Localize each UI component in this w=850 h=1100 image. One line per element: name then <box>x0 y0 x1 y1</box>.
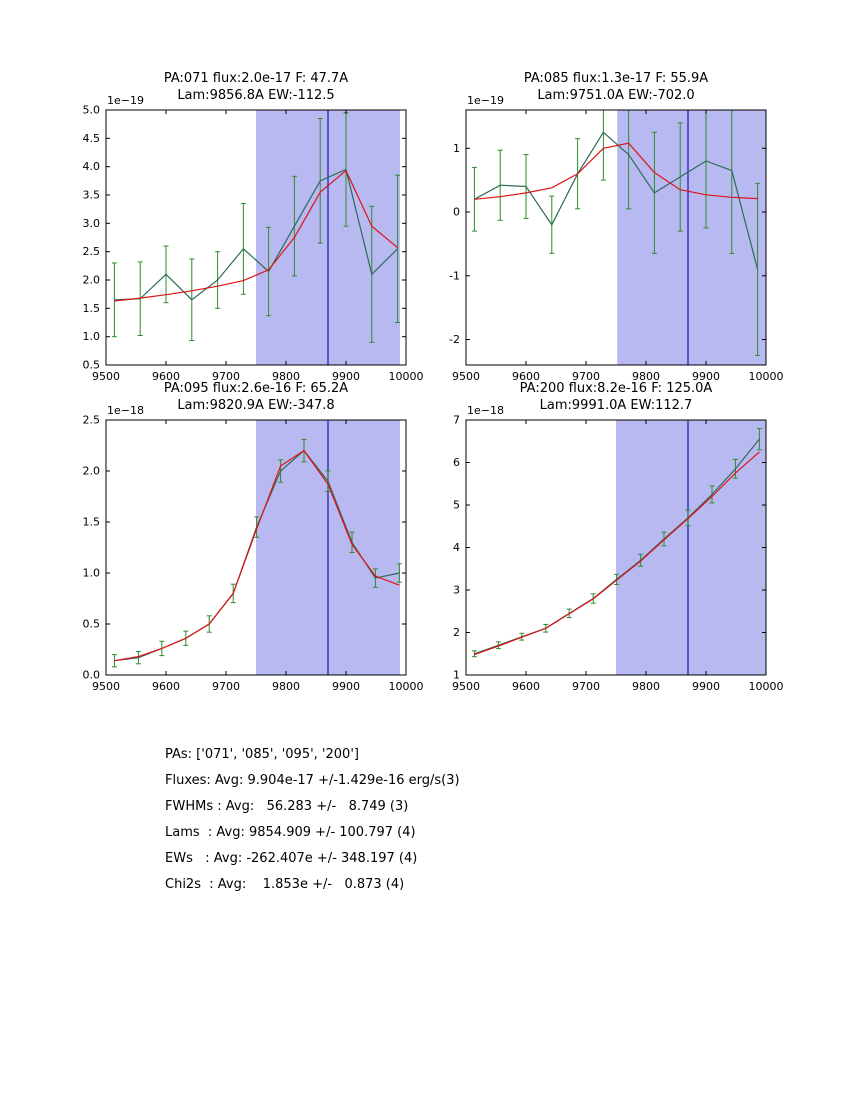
svg-text:10000: 10000 <box>749 680 784 693</box>
svg-text:9700: 9700 <box>572 680 600 693</box>
svg-text:1: 1 <box>453 669 460 682</box>
chart-title: PA:200 flux:8.2e-16 F: 125.0A <box>519 381 713 396</box>
svg-text:9900: 9900 <box>692 370 720 383</box>
svg-text:-1: -1 <box>449 269 460 282</box>
svg-text:2.0: 2.0 <box>83 465 101 478</box>
svg-text:0: 0 <box>453 206 460 219</box>
svg-text:1.0: 1.0 <box>83 567 101 580</box>
svg-text:2.5: 2.5 <box>83 245 101 258</box>
svg-text:2.0: 2.0 <box>83 274 101 287</box>
svg-text:0.0: 0.0 <box>83 669 101 682</box>
svg-text:1e−19: 1e−19 <box>107 94 144 107</box>
summary-line-chi2s: Chi2s : Avg: 1.853e +/- 0.873 (4) <box>165 877 405 892</box>
svg-text:2.5: 2.5 <box>83 414 101 427</box>
svg-text:1.0: 1.0 <box>83 330 101 343</box>
chart-subtitle: Lam:9751.0A EW:-702.0 <box>537 88 695 103</box>
spectrum-plot-pa200: 9500 9600 9700 9800 9900 10000 1 2 3 4 5 6 7 1e−18 <box>390 378 790 708</box>
svg-text:9800: 9800 <box>632 370 660 383</box>
summary-line-ews: EWs : Avg: -262.407e +/- 348.197 (4) <box>165 851 418 866</box>
svg-text:7: 7 <box>453 414 460 427</box>
svg-text:4.5: 4.5 <box>83 132 101 145</box>
svg-text:3.5: 3.5 <box>83 189 101 202</box>
svg-text:9700: 9700 <box>212 680 240 693</box>
svg-text:1: 1 <box>453 142 460 155</box>
svg-text:9900: 9900 <box>692 680 720 693</box>
chart-subtitle: Lam:9820.9A EW:-347.8 <box>177 398 335 413</box>
svg-text:4: 4 <box>453 541 460 554</box>
chart-subtitle: Lam:9856.8A EW:-112.5 <box>177 88 335 103</box>
svg-text:10000: 10000 <box>749 370 784 383</box>
summary-block: PAs: ['071', '085', '095', '200'] Fluxes… <box>165 742 460 898</box>
svg-text:10000: 10000 <box>389 370 424 383</box>
svg-text:1e−19: 1e−19 <box>467 94 504 107</box>
svg-text:3.0: 3.0 <box>83 217 101 230</box>
svg-text:9700: 9700 <box>572 370 600 383</box>
svg-text:9500: 9500 <box>452 370 480 383</box>
svg-text:9900: 9900 <box>332 370 360 383</box>
summary-line-pas: PAs: ['071', '085', '095', '200'] <box>165 747 359 762</box>
svg-text:0.5: 0.5 <box>83 618 101 631</box>
chart-panel-pa071: 9500 9600 9700 9800 9900 10000 0.5 1.0 1.5 2.0 2.5… <box>30 68 430 398</box>
spectrum-plot-pa095: 9500 9600 9700 9800 9900 10000 0.0 0.5 1.0 1.5 2.0… <box>30 378 430 708</box>
svg-text:1e−18: 1e−18 <box>467 404 504 417</box>
chart-panel-pa200: 9500 9600 9700 9800 9900 10000 1 2 3 4 5 6 7 1e−18 PA… <box>390 378 790 708</box>
chart-panel-pa095: 9500 9600 9700 9800 9900 10000 0.0 0.5 1.0 1.5 2.0… <box>30 378 430 708</box>
svg-text:9600: 9600 <box>512 370 540 383</box>
svg-text:9800: 9800 <box>272 370 300 383</box>
svg-text:1e−18: 1e−18 <box>107 404 144 417</box>
svg-text:9500: 9500 <box>452 680 480 693</box>
svg-text:3: 3 <box>453 584 460 597</box>
svg-text:2: 2 <box>453 626 460 639</box>
svg-text:9600: 9600 <box>152 370 180 383</box>
svg-text:1.5: 1.5 <box>83 516 101 529</box>
svg-text:9700: 9700 <box>212 370 240 383</box>
svg-text:9600: 9600 <box>152 680 180 693</box>
svg-text:4.0: 4.0 <box>83 160 101 173</box>
svg-text:9500: 9500 <box>92 370 120 383</box>
chart-title: PA:071 flux:2.0e-17 F: 47.7A <box>163 71 349 86</box>
chart-subtitle: Lam:9991.0A EW:112.7 <box>539 398 693 413</box>
svg-text:9800: 9800 <box>272 680 300 693</box>
svg-text:9500: 9500 <box>92 680 120 693</box>
chart-panel-pa085: 9500 9600 9700 9800 9900 10000 -2 -1 0 1 1e−19 PA:… <box>390 68 790 398</box>
svg-text:-2: -2 <box>449 333 460 346</box>
svg-text:9800: 9800 <box>632 680 660 693</box>
svg-text:5.0: 5.0 <box>83 104 101 117</box>
svg-text:0.5: 0.5 <box>83 359 101 372</box>
spectrum-plot-pa085: 9500 9600 9700 9800 9900 10000 -2 -1 0 1 1e−19 <box>390 68 790 398</box>
summary-line-fluxes: Fluxes: Avg: 9.904e-17 +/-1.429e-16 erg/… <box>165 773 460 788</box>
svg-text:9900: 9900 <box>332 680 360 693</box>
chart-title: PA:085 flux:1.3e-17 F: 55.9A <box>523 71 709 86</box>
svg-text:10000: 10000 <box>389 680 424 693</box>
summary-line-fwhms: FWHMs : Avg: 56.283 +/- 8.749 (3) <box>165 799 409 814</box>
spectrum-plot-pa071: 9500 9600 9700 9800 9900 10000 0.5 1.0 1.5 2.0 2.5… <box>30 68 430 398</box>
summary-line-lams: Lams : Avg: 9854.909 +/- 100.797 (4) <box>165 825 416 840</box>
chart-title: PA:095 flux:2.6e-16 F: 65.2A <box>163 381 349 396</box>
svg-text:9600: 9600 <box>512 680 540 693</box>
svg-text:5: 5 <box>453 499 460 512</box>
svg-text:1.5: 1.5 <box>83 302 101 315</box>
svg-text:6: 6 <box>453 456 460 469</box>
